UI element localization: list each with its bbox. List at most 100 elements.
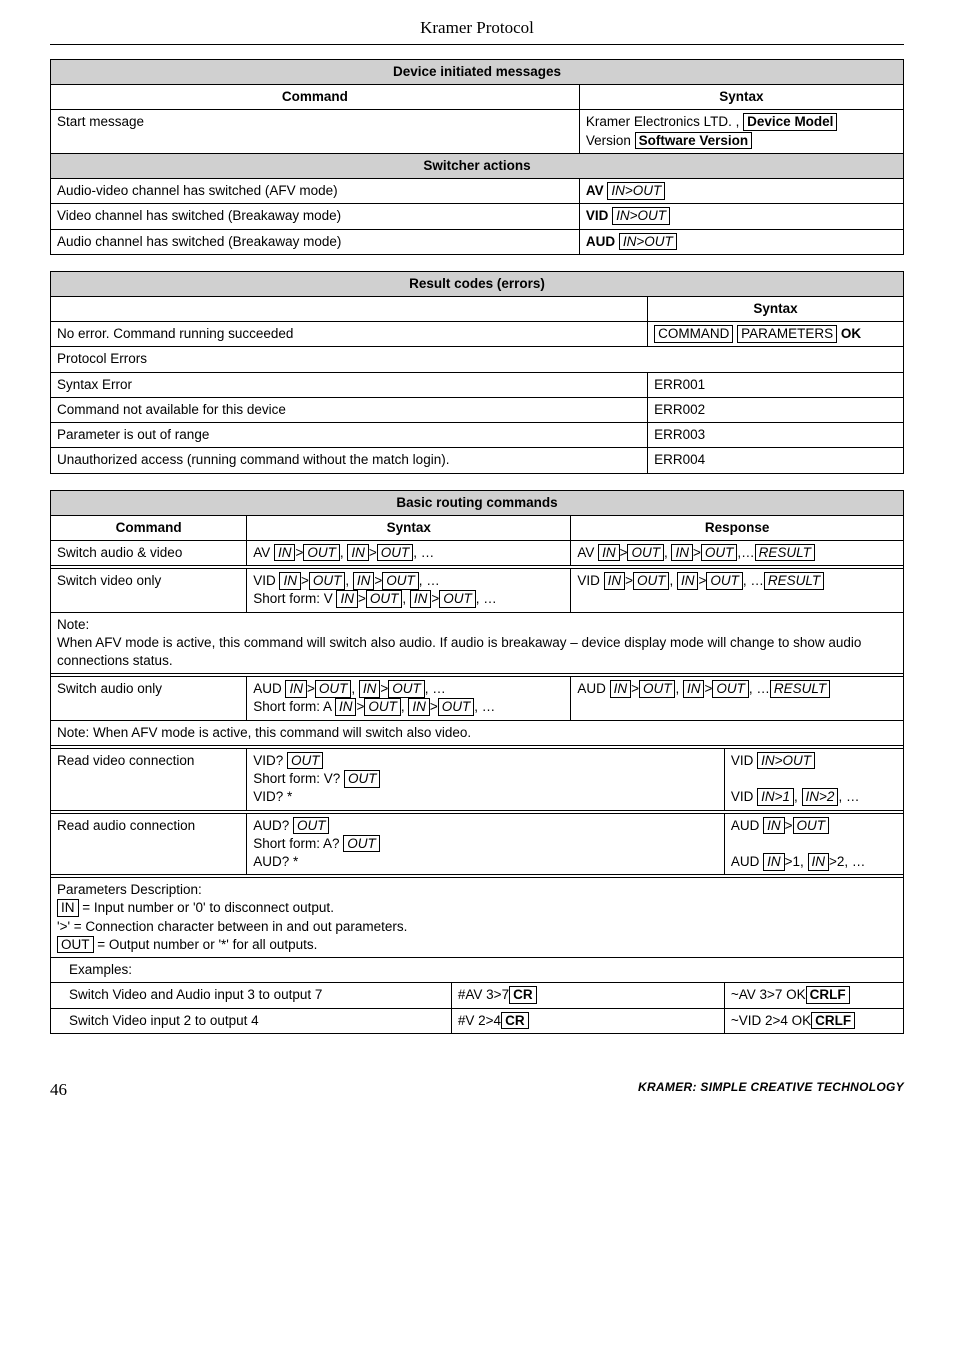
cell: Parameter is out of range bbox=[51, 423, 648, 448]
header-rule bbox=[50, 44, 904, 45]
cell: Switch audio only bbox=[51, 677, 247, 720]
boxed-value: IN bbox=[285, 680, 307, 698]
text: AUD? bbox=[253, 818, 293, 833]
table-row: Video channel has switched (Breakaway mo… bbox=[51, 204, 904, 229]
boxed-value: OUT bbox=[438, 698, 475, 716]
boxed-value: OUT bbox=[343, 835, 380, 853]
boxed-value: IN bbox=[410, 590, 432, 608]
cell: #AV 3>7CR bbox=[451, 983, 724, 1008]
text: Short form: A bbox=[253, 699, 335, 714]
page-footer: 46 KRAMER: SIMPLE CREATIVE TECHNOLOGY bbox=[0, 1050, 954, 1120]
text: = Input number or '0' to disconnect outp… bbox=[79, 900, 334, 915]
boxed-value: RESULT bbox=[764, 572, 824, 590]
boxed-value: OUT bbox=[344, 770, 381, 788]
boxed-value: OUT bbox=[303, 544, 340, 562]
text: Parameters Description: bbox=[57, 882, 202, 897]
boxed-value: IN bbox=[671, 544, 693, 562]
text: AUD bbox=[731, 854, 763, 869]
cell: Read audio connection bbox=[51, 813, 247, 875]
cell: Switch video only bbox=[51, 569, 247, 612]
boxed-value: OUT bbox=[57, 936, 94, 954]
label: AV bbox=[586, 183, 604, 198]
text: AV bbox=[577, 545, 598, 560]
boxed-value: OUT bbox=[633, 572, 670, 590]
text: AUD bbox=[731, 818, 763, 833]
text: , bbox=[664, 545, 672, 560]
main-content: Device initiated messages Command Syntax… bbox=[0, 59, 954, 1034]
table-row: Syntax Error ERR001 bbox=[51, 372, 904, 397]
cell: No error. Command running succeeded bbox=[51, 322, 648, 347]
boxed-value: OUT bbox=[639, 680, 676, 698]
text: Note: bbox=[57, 617, 89, 632]
boxed-value: IN>OUT bbox=[612, 207, 670, 225]
text: AUD bbox=[577, 681, 609, 696]
col-header: Response bbox=[571, 515, 904, 540]
cell: AV IN>OUT, IN>OUT, … bbox=[247, 540, 571, 565]
table-title: Result codes (errors) bbox=[51, 271, 904, 296]
col-header: Syntax bbox=[247, 515, 571, 540]
cell: Video channel has switched (Breakaway mo… bbox=[51, 204, 580, 229]
label: VID bbox=[586, 208, 609, 223]
routing-commands-table: Basic routing commands Command Syntax Re… bbox=[50, 490, 904, 1034]
boxed-value: Software Version bbox=[635, 132, 753, 150]
boxed-value: IN bbox=[336, 590, 358, 608]
cell: COMMAND PARAMETERS OK bbox=[648, 322, 904, 347]
cell: AV IN>OUT bbox=[579, 179, 903, 204]
result-codes-table: Result codes (errors) Syntax No error. C… bbox=[50, 271, 904, 474]
boxed-value: OUT bbox=[315, 680, 352, 698]
text: , bbox=[340, 545, 348, 560]
boxed-value: IN bbox=[57, 899, 79, 917]
text: > bbox=[620, 545, 628, 560]
label: AUD bbox=[586, 234, 615, 249]
cell: Kramer Electronics LTD. , Device Model V… bbox=[579, 110, 903, 153]
text: VID? bbox=[253, 753, 287, 768]
text: > bbox=[693, 545, 701, 560]
table-title: Basic routing commands bbox=[51, 490, 904, 515]
note-cell: Note: When AFV mode is active, this comm… bbox=[51, 720, 904, 745]
text: >1, bbox=[785, 854, 808, 869]
subheader: Switcher actions bbox=[51, 153, 904, 178]
footer-brand: KRAMER: SIMPLE CREATIVE TECHNOLOGY bbox=[638, 1080, 904, 1100]
text: > bbox=[369, 545, 377, 560]
text: '>' = Connection character between in an… bbox=[57, 919, 407, 934]
boxed-value: IN>1 bbox=[757, 788, 794, 806]
boxed-value: IN bbox=[335, 698, 357, 716]
cell: VID IN>OUT, IN>OUT, … Short form: V IN>O… bbox=[247, 569, 571, 612]
col-header: Syntax bbox=[579, 85, 903, 110]
params-cell: Parameters Description: IN = Input numbe… bbox=[51, 878, 904, 958]
note-cell: Note: When AFV mode is active, this comm… bbox=[51, 612, 904, 674]
text: When AFV mode is active, this command wi… bbox=[57, 635, 861, 668]
boxed-value: OUT bbox=[793, 817, 830, 835]
boxed-value: OUT bbox=[439, 590, 476, 608]
boxed-value: IN bbox=[683, 680, 705, 698]
boxed-value: OUT bbox=[366, 590, 403, 608]
cell: ~AV 3>7 OKCRLF bbox=[724, 983, 903, 1008]
boxed-value: IN bbox=[359, 680, 381, 698]
boxed-value: IN bbox=[677, 572, 699, 590]
table-row: Audio channel has switched (Breakaway mo… bbox=[51, 229, 904, 254]
device-initiated-table: Device initiated messages Command Syntax… bbox=[50, 59, 904, 255]
table-row: Switch video only VID IN>OUT, IN>OUT, … … bbox=[51, 569, 904, 612]
col-header: Command bbox=[51, 515, 247, 540]
table-row: Switch Video input 2 to output 4 #V 2>4C… bbox=[51, 1008, 904, 1033]
boxed-value: OUT bbox=[364, 698, 401, 716]
boxed-value: OUT bbox=[293, 817, 330, 835]
boxed-value: CRLF bbox=[806, 986, 850, 1004]
text: VID bbox=[731, 753, 757, 768]
boxed-value: CRLF bbox=[811, 1012, 855, 1030]
boxed-value: IN bbox=[347, 544, 369, 562]
text: Version bbox=[586, 133, 635, 148]
text: VID? * bbox=[253, 789, 292, 804]
boxed-value: IN bbox=[598, 544, 620, 562]
cell: VID IN>OUT, IN>OUT, …RESULT bbox=[571, 569, 904, 612]
text: VID bbox=[731, 789, 757, 804]
boxed-value: RESULT bbox=[770, 680, 830, 698]
boxed-value: OUT bbox=[287, 752, 324, 770]
cell: #V 2>4CR bbox=[451, 1008, 724, 1033]
col-header: Syntax bbox=[648, 296, 904, 321]
cell: Switch audio & video bbox=[51, 540, 247, 565]
boxed-value: IN bbox=[763, 817, 785, 835]
table-row: Note: When AFV mode is active, this comm… bbox=[51, 612, 904, 674]
text: >2, … bbox=[829, 854, 865, 869]
text: AUD bbox=[253, 681, 285, 696]
